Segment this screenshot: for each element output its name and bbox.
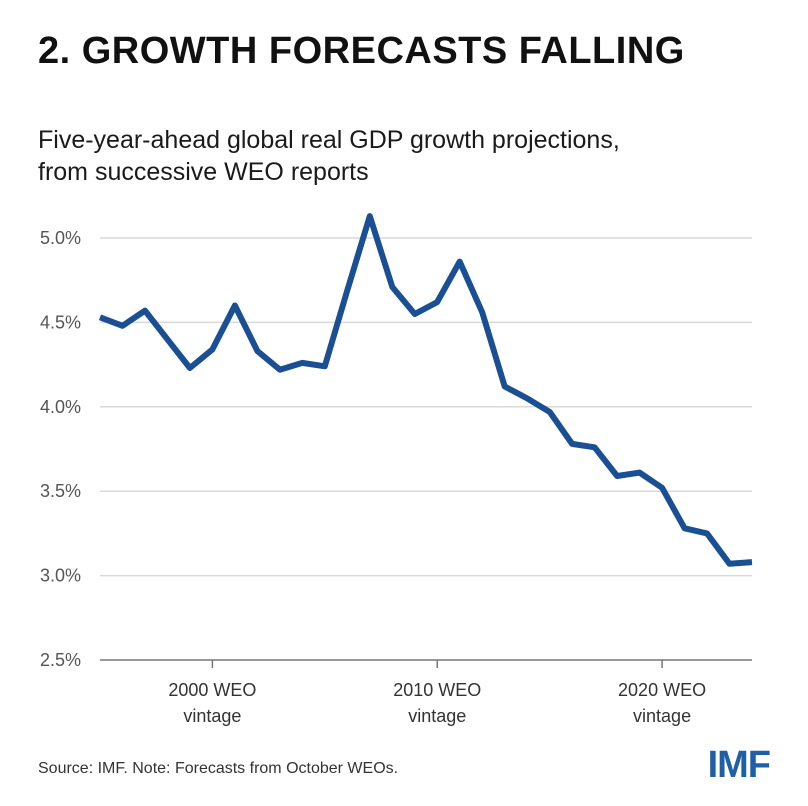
y-tick-label: 4.5% xyxy=(40,312,81,332)
data-point xyxy=(97,314,103,320)
data-point xyxy=(749,559,755,565)
data-point xyxy=(479,309,485,315)
y-tick-label: 2.5% xyxy=(40,650,81,670)
x-tick-label: 2010 WEO xyxy=(393,680,481,700)
data-point xyxy=(547,409,553,415)
data-point xyxy=(299,360,305,366)
x-tick-label: 2000 WEO xyxy=(168,680,256,700)
data-point xyxy=(322,363,328,369)
data-point xyxy=(142,308,148,314)
x-tick-label-sub: vintage xyxy=(183,706,241,726)
data-point xyxy=(457,259,463,265)
data-point xyxy=(524,395,530,401)
data-point xyxy=(367,213,373,219)
data-point xyxy=(412,311,418,317)
data-point xyxy=(569,441,575,447)
chart-subtitle: Five-year-ahead global real GDP growth p… xyxy=(38,124,758,188)
grid-layer xyxy=(100,237,752,577)
subtitle-line-2: from successive WEO reports xyxy=(38,158,369,186)
data-point xyxy=(232,303,238,309)
y-tick-label: 5.0% xyxy=(40,228,81,248)
data-point xyxy=(277,367,283,373)
series-layer xyxy=(97,213,755,567)
y-tick-label: 3.5% xyxy=(40,481,81,501)
x-tick-label: 2020 WEO xyxy=(618,680,706,700)
data-point xyxy=(727,561,733,567)
data-point xyxy=(614,473,620,479)
y-axis-labels: 5.0% 4.5% 4.0% 3.5% 3.0% 2.5% xyxy=(40,228,81,670)
series-line xyxy=(98,213,753,567)
data-point xyxy=(682,525,688,531)
data-point xyxy=(119,323,125,329)
data-point xyxy=(659,485,665,491)
data-point xyxy=(637,470,643,476)
imf-logo: IMF xyxy=(707,744,771,786)
y-tick-label: 3.0% xyxy=(40,566,81,586)
x-axis xyxy=(100,659,752,668)
x-tick-label-sub: vintage xyxy=(408,706,466,726)
data-point xyxy=(434,299,440,305)
data-point xyxy=(164,336,170,342)
data-point xyxy=(254,348,260,354)
data-point xyxy=(187,365,193,371)
data-point xyxy=(344,287,350,293)
data-point xyxy=(704,530,710,536)
y-tick-label: 4.0% xyxy=(40,397,81,417)
source-note: Source: IMF. Note: Forecasts from Octobe… xyxy=(38,760,399,777)
data-point xyxy=(592,444,598,450)
subtitle-line-1: Five-year-ahead global real GDP growth p… xyxy=(38,126,620,154)
data-point xyxy=(209,346,215,352)
data-point xyxy=(389,284,395,290)
data-point xyxy=(502,384,508,390)
x-axis-labels: 2000 WEO vintage 2010 WEO vintage 2020 WEO vi… xyxy=(168,680,706,726)
x-tick-label-sub: vintage xyxy=(633,706,691,726)
page-title: 2. GROWTH FORECASTS FALLING xyxy=(38,30,685,72)
line-chart: 5.0% 4.5% 4.0% 3.5% 3.0% 2.5% 2000 WEO vintage… xyxy=(40,213,755,726)
